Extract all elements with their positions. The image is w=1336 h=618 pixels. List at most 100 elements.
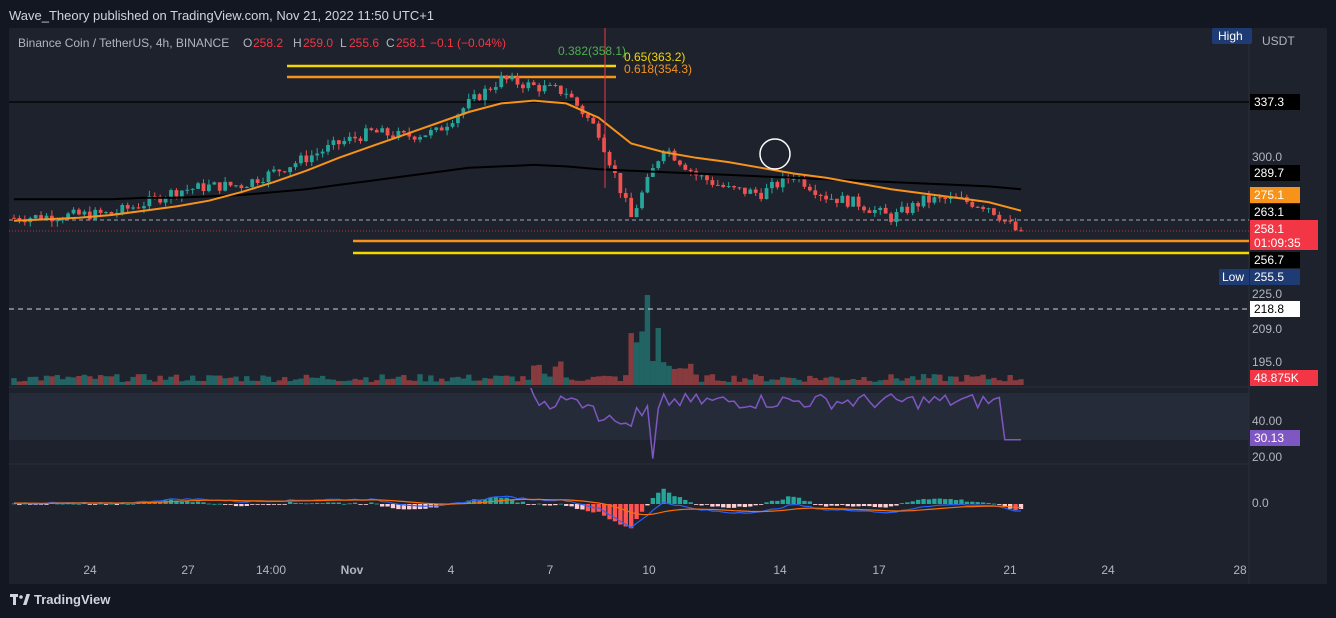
macd-histogram-bar [872, 504, 877, 508]
volume-bar [162, 379, 169, 385]
candle [434, 126, 439, 133]
volume-bar [265, 376, 272, 385]
candle [326, 139, 330, 155]
volume-bar [281, 377, 288, 385]
macd-histogram-bar [244, 504, 249, 506]
macd-histogram-bar [65, 503, 71, 505]
candle [217, 182, 222, 194]
macd-histogram-bar [179, 501, 184, 504]
candle [125, 202, 130, 214]
volume-bar [639, 331, 645, 385]
time-axis: 24 27 14:00 Nov 4 7 10 14 17 21 24 28 [83, 563, 1247, 577]
macd-histogram-bar [867, 504, 872, 507]
volume-bar [688, 363, 694, 385]
candle [385, 127, 390, 140]
macd-histogram-bar [130, 503, 136, 505]
macd-histogram-bar [277, 504, 282, 505]
volume-bar [135, 374, 142, 385]
legend-l-value: 255.6 [349, 36, 379, 50]
volume-bar [189, 375, 196, 385]
volume-bar [655, 328, 661, 385]
volume-bar [22, 381, 28, 385]
candle [916, 201, 921, 212]
candle [856, 193, 861, 211]
volume-bar [395, 376, 402, 385]
candle [190, 188, 195, 195]
macd-histogram-bar [76, 503, 82, 505]
candle [271, 165, 276, 174]
macd-histogram-bar [748, 504, 753, 507]
volume-bar [660, 362, 667, 385]
volume-bar [141, 374, 147, 385]
volume-bar [65, 376, 71, 385]
volume-bar [704, 375, 710, 385]
volume-bar [509, 376, 515, 385]
candle [12, 214, 16, 219]
macd-histogram-bar [60, 503, 65, 505]
candle [910, 201, 915, 216]
macd-histogram-bar [829, 504, 834, 506]
chart-svg[interactable]: Binance Coin / TetherUS, 4h, BINANCE O 2… [9, 28, 1327, 584]
volume-bar [774, 379, 781, 385]
volume-bar [677, 368, 683, 385]
macd-histogram-bar [683, 499, 688, 504]
volume-bar [725, 381, 732, 385]
candle [959, 191, 964, 199]
macd-histogram-bar [347, 503, 352, 505]
volume-bar [644, 295, 651, 385]
macd-histogram-bar [672, 496, 677, 504]
volume-bar [428, 375, 434, 385]
macd-histogram-bar [477, 499, 482, 504]
candle [585, 112, 590, 122]
candle [764, 183, 769, 200]
candle [705, 173, 709, 185]
candle [835, 198, 839, 208]
volume-bar [287, 381, 293, 385]
candle [986, 207, 991, 213]
macd-histogram-bar [293, 502, 298, 504]
macd-histogram-bar [222, 504, 228, 505]
macd-histogram-bar [899, 503, 905, 504]
candle [970, 199, 975, 209]
time-tick: 27 [181, 563, 195, 577]
volume-bar [547, 376, 553, 385]
macd-histogram-bar [948, 499, 953, 504]
volume-bar [417, 374, 423, 385]
candle [428, 127, 433, 139]
chart-area[interactable]: Binance Coin / TetherUS, 4h, BINANCE O 2… [9, 28, 1327, 584]
macd-histogram-bar [352, 502, 358, 504]
candle [1008, 215, 1013, 224]
volume-bar [709, 374, 716, 385]
macd-histogram-bar [233, 504, 239, 507]
macd-histogram-bar [758, 504, 764, 505]
macd-histogram-bar [531, 504, 536, 505]
candle [558, 85, 563, 96]
volume-bar [958, 381, 965, 385]
macd-histogram-bar [287, 501, 293, 504]
macd-histogram-bar [369, 502, 374, 504]
macd-histogram-bar [775, 500, 780, 504]
candle [537, 82, 542, 97]
svg-text:289.7: 289.7 [1254, 166, 1284, 180]
macd-histogram-bar [71, 503, 76, 505]
volume-bar [541, 373, 548, 385]
macd-histogram-bar [93, 504, 98, 505]
volume-bar [1018, 379, 1024, 385]
volume-bar [953, 376, 959, 385]
volume-bar [823, 377, 829, 385]
candle [818, 193, 823, 202]
publish-info: Wave_Theory published on TradingView.com… [9, 8, 435, 23]
macd-histogram-bar [574, 504, 580, 509]
volume-bar [108, 376, 115, 385]
volume-bar [438, 378, 445, 385]
volume-bar [780, 377, 786, 385]
macd-histogram-bar [742, 504, 748, 508]
volume-bar [87, 376, 93, 385]
candle [461, 106, 466, 119]
volume-bar [81, 374, 88, 385]
volume-bar [904, 378, 911, 385]
badge-ema200: 289.7 [1250, 165, 1300, 181]
volume-bar [601, 375, 607, 385]
candle [288, 167, 293, 176]
svg-text:337.3: 337.3 [1254, 95, 1284, 109]
